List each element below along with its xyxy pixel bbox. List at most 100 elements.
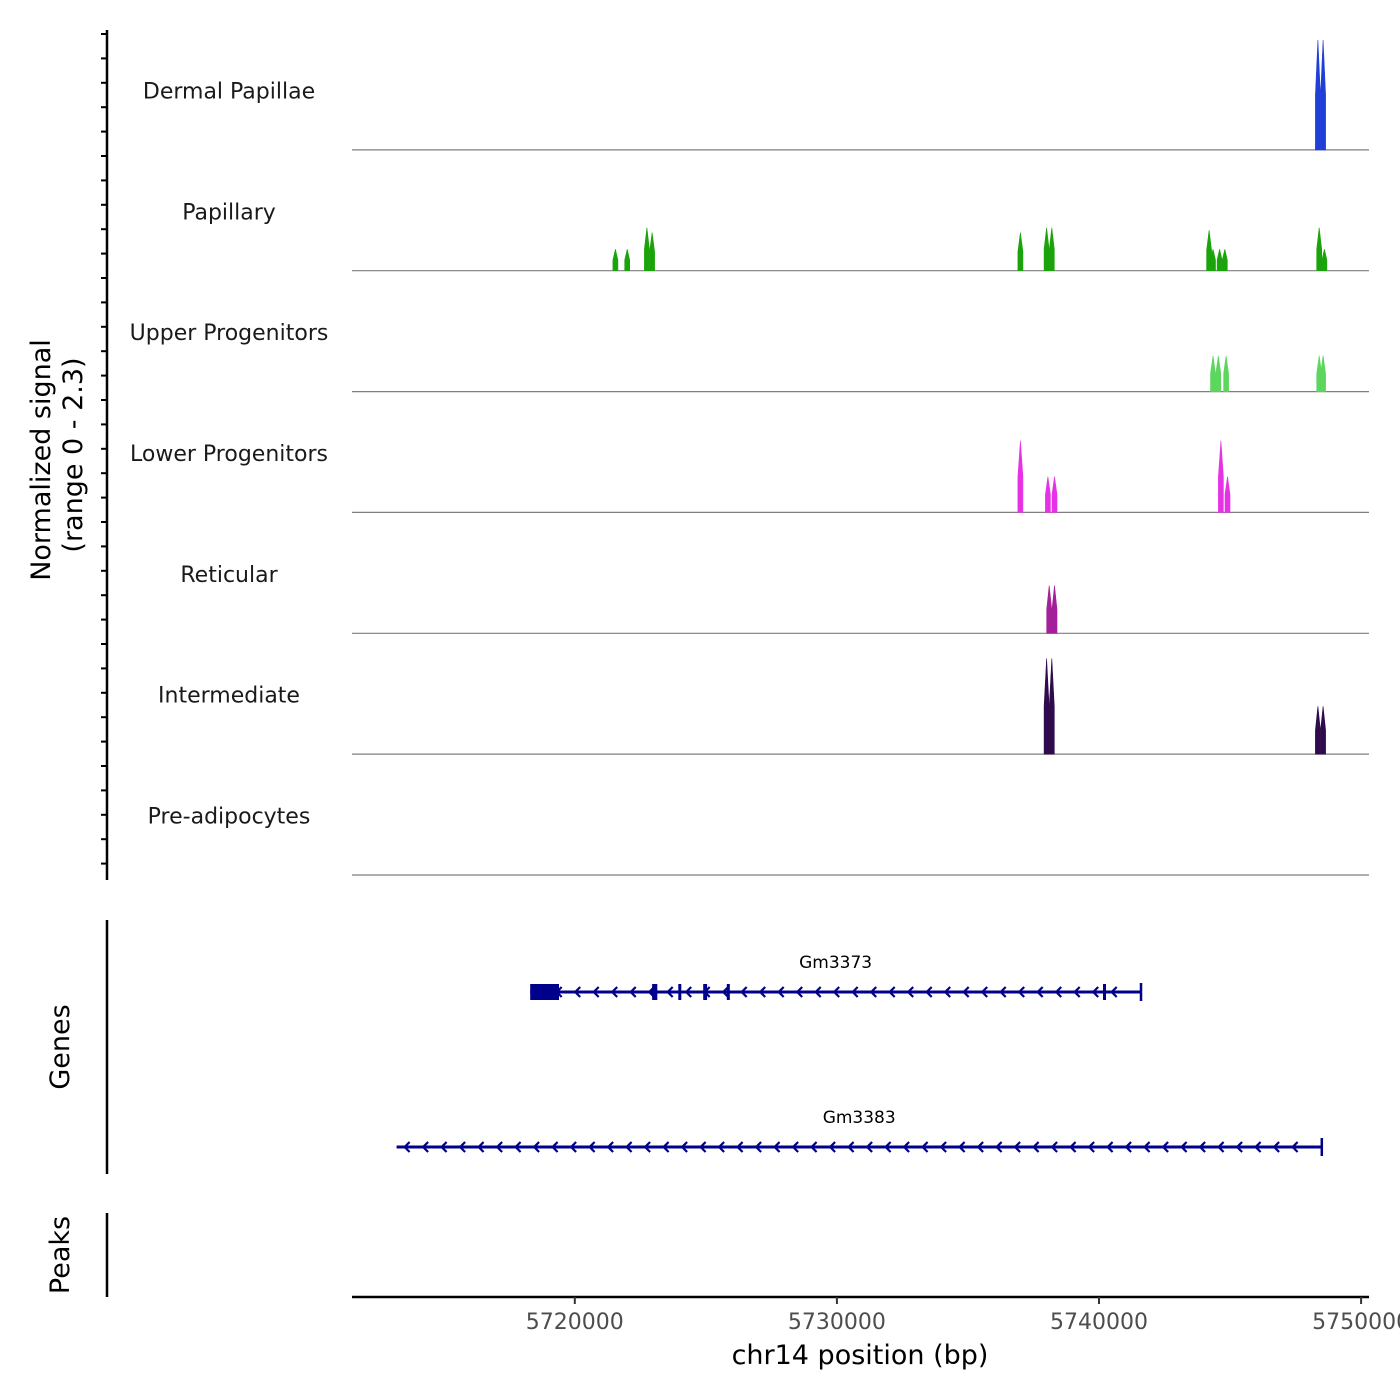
strand-arrow: [995, 1141, 1003, 1153]
strand-arrow: [1106, 1141, 1114, 1153]
coverage-peak: [1316, 227, 1322, 271]
coverage-peak: [1046, 585, 1052, 634]
gene-model: Gm3383: [396, 1108, 1324, 1156]
strand-arrow: [810, 1141, 818, 1153]
strand-arrow: [962, 986, 970, 998]
strand-arrow: [791, 1141, 799, 1153]
gene-exon: [530, 984, 559, 1000]
strand-arrow: [884, 1141, 892, 1153]
gene-label: Gm3373: [799, 953, 872, 973]
gene-exon: [678, 984, 682, 1000]
genes-panel: Genes Gm3373 Gm3383: [45, 920, 1324, 1174]
strand-arrow: [865, 1141, 873, 1153]
strand-arrow: [440, 1141, 448, 1153]
coverage-track: Upper Progenitors: [130, 321, 1369, 393]
strand-arrow: [532, 1141, 540, 1153]
strand-arrow: [906, 986, 914, 998]
strand-arrow: [851, 986, 859, 998]
coverage-panel: Normalized signal (range 0 - 2.3) Dermal…: [26, 30, 1369, 880]
strand-arrow: [1073, 986, 1081, 998]
coverage-peak: [1224, 476, 1231, 513]
coverage-peak: [1043, 227, 1050, 271]
coverage-tracks: Dermal Papillae Papillary Upper Progenitor…: [130, 39, 1369, 876]
strand-arrow: [1069, 1141, 1077, 1153]
strand-arrow: [1180, 1141, 1188, 1153]
coverage-peak: [1320, 355, 1326, 392]
gene-exon: [1103, 984, 1106, 1000]
genes-y-axis-title: Genes: [45, 1004, 76, 1089]
x-tick-label: 5730000: [788, 1310, 886, 1335]
strand-arrow: [1017, 986, 1025, 998]
peaks-y-axis-title: Peaks: [45, 1216, 76, 1294]
coverage-peak: [1045, 476, 1051, 513]
coverage-peak: [1223, 355, 1229, 392]
coverage-peak: [1049, 658, 1055, 755]
strand-arrow: [421, 1141, 429, 1153]
track-label: Papillary: [182, 200, 276, 225]
strand-arrow: [573, 986, 581, 998]
coverage-track: Reticular: [180, 563, 1369, 634]
strand-arrow: [921, 1141, 929, 1153]
strand-arrow: [569, 1141, 577, 1153]
coverage-track: Intermediate: [158, 658, 1369, 755]
coverage-y-axis-subtitle: (range 0 - 2.3): [58, 357, 89, 552]
coverage-peak: [1051, 585, 1058, 634]
strand-arrow: [1272, 1141, 1280, 1153]
strand-arrow: [403, 1141, 411, 1153]
coverage-peak: [1049, 227, 1055, 271]
strand-arrow: [551, 1141, 559, 1153]
track-label: Pre-adipocytes: [148, 805, 311, 830]
strand-arrow: [699, 1141, 707, 1153]
x-axis: 5720000 5730000 5740000 5750000 chr14 posit…: [352, 1295, 1400, 1371]
coverage-peak: [1017, 232, 1024, 271]
strand-arrow: [1254, 1141, 1262, 1153]
strand-arrow: [1032, 1141, 1040, 1153]
coverage-peak: [1215, 355, 1222, 392]
strand-arrow: [832, 986, 840, 998]
strand-arrow: [514, 1141, 522, 1153]
coverage-peak: [649, 232, 655, 271]
strand-arrow: [758, 986, 766, 998]
strand-arrow: [606, 1141, 614, 1153]
coverage-track: Pre-adipocytes: [148, 805, 1369, 876]
strand-arrow: [847, 1141, 855, 1153]
strand-arrow: [976, 1141, 984, 1153]
gene-model: Gm3373: [530, 953, 1143, 1001]
coverage-y-ticks: [101, 33, 107, 865]
x-tick-label: 5740000: [1050, 1310, 1148, 1335]
strand-arrow: [1054, 986, 1062, 998]
track-label: Dermal Papillae: [143, 79, 315, 104]
strand-arrow: [1217, 1141, 1225, 1153]
coverage-peak: [1320, 39, 1326, 151]
strand-arrow: [1087, 1141, 1095, 1153]
coverage-peak: [1315, 706, 1321, 755]
strand-arrow: [999, 986, 1007, 998]
strand-arrow: [721, 986, 729, 998]
strand-arrow: [592, 986, 600, 998]
coverage-track: Lower Progenitors: [130, 440, 1369, 514]
strand-arrow: [888, 986, 896, 998]
strand-arrow: [1124, 1141, 1132, 1153]
strand-arrow: [717, 1141, 725, 1153]
coverage-peak: [1051, 476, 1058, 513]
strand-arrow: [1143, 1141, 1151, 1153]
strand-arrow: [1013, 1141, 1021, 1153]
strand-arrow: [902, 1141, 910, 1153]
strand-arrow: [1036, 986, 1044, 998]
coverage-y-axis-title: Normalized signal: [26, 339, 57, 581]
gene-models: Gm3373 Gm3383: [396, 953, 1324, 1156]
strand-arrow: [1110, 986, 1118, 998]
strand-arrow: [495, 1141, 503, 1153]
coverage-peak: [612, 249, 619, 271]
strand-arrow: [1050, 1141, 1058, 1153]
coverage-peak: [1218, 440, 1224, 513]
coverage-peak: [644, 227, 650, 271]
coverage-peak: [1315, 39, 1321, 151]
strand-arrow: [777, 986, 785, 998]
coverage-peak: [624, 249, 630, 271]
strand-arrow: [939, 1141, 947, 1153]
x-tick-label: 5720000: [526, 1310, 624, 1335]
strand-arrow: [740, 986, 748, 998]
strand-arrow: [680, 1141, 688, 1153]
strand-arrow: [754, 1141, 762, 1153]
